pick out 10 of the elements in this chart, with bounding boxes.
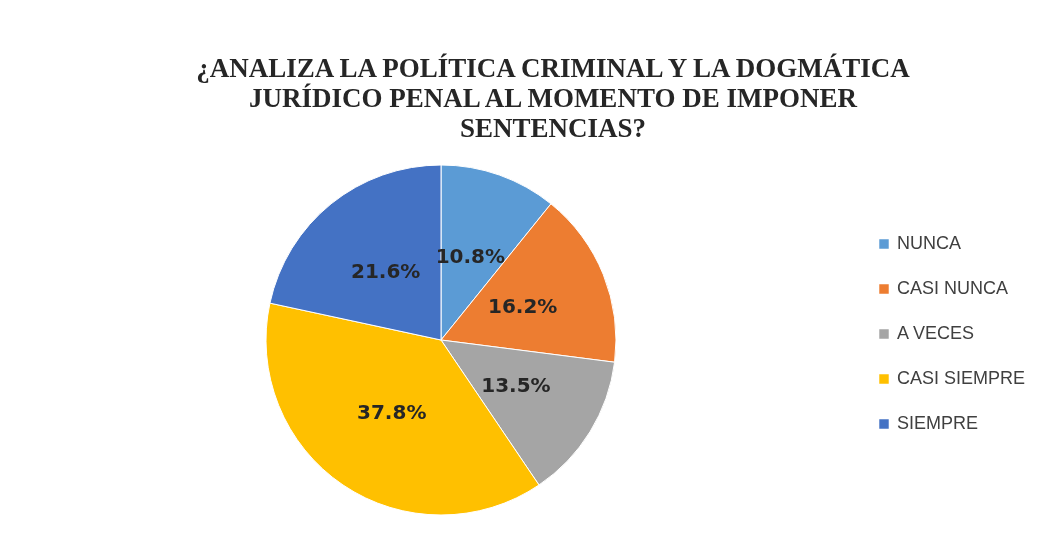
data-label: 16.2% [487, 294, 558, 319]
legend-label: A VECES [897, 323, 975, 343]
data-label: 13.5% [481, 373, 551, 398]
chart-title: ¿ANALIZA LA POLÍTICA CRIMINAL Y LA DOGMÁTICA JURÍDICO PENAL AL MOMENTO DE IMPONER SENTENCIAS? [196, 53, 911, 143]
data-label: 37.8% [357, 399, 427, 424]
legend-label: NUNCA [897, 233, 962, 253]
legend-label: CASI NUNCA [897, 278, 1009, 298]
legend-label: CASI SIEMPRE [897, 368, 1026, 388]
legend-label: SIEMPRE [897, 413, 979, 433]
data-label: 21.6% [351, 258, 421, 283]
